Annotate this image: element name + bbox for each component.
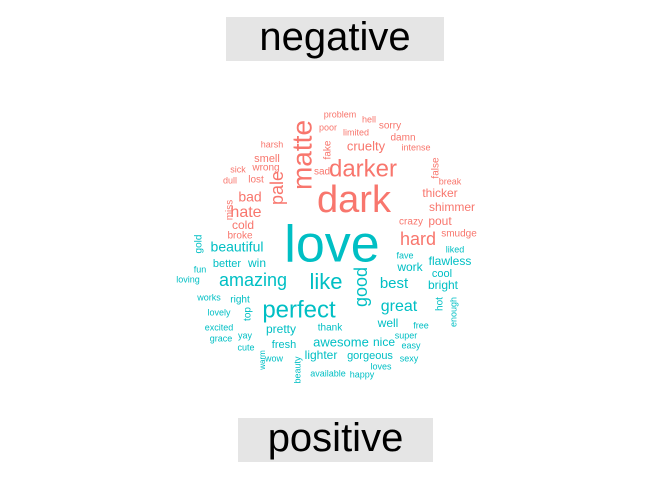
word-negative-smell: smell xyxy=(254,153,280,165)
word-positive-pretty: pretty xyxy=(266,322,296,336)
word-positive-right: right xyxy=(230,295,250,306)
word-negative-hate: hate xyxy=(230,204,261,221)
word-positive-free: free xyxy=(413,320,429,330)
word-positive-perfect: perfect xyxy=(262,296,336,323)
word-positive-flawless: flawless xyxy=(429,254,472,268)
word-positive-hot: hot xyxy=(435,297,446,311)
word-negative-false: false xyxy=(431,157,442,179)
word-negative-thicker: thicker xyxy=(422,186,457,200)
word-negative-lost: lost xyxy=(248,175,264,186)
word-negative-harsh: harsh xyxy=(261,139,284,149)
word-positive-like: like xyxy=(309,269,342,294)
word-negative-pale: pale xyxy=(267,171,287,205)
word-positive-fun: fun xyxy=(194,264,207,274)
word-positive-great: great xyxy=(381,298,418,315)
word-positive-super: super xyxy=(395,330,418,340)
word-negative-dark: dark xyxy=(317,179,392,221)
word-positive-wow: wow xyxy=(264,353,284,363)
negative-label: negative xyxy=(226,17,444,61)
word-negative-pout: pout xyxy=(428,214,452,228)
word-positive-cool: cool xyxy=(432,268,452,280)
word-positive-fresh: fresh xyxy=(272,339,296,351)
word-positive-bright: bright xyxy=(428,278,459,292)
word-positive-excited: excited xyxy=(205,322,234,332)
word-positive-loves: loves xyxy=(370,361,392,371)
word-positive-work: work xyxy=(396,260,423,274)
word-positive-best: best xyxy=(380,275,409,292)
word-positive-liked: liked xyxy=(446,244,465,254)
positive-label: positive xyxy=(238,418,433,462)
word-negative-sick: sick xyxy=(230,164,246,174)
word-negative-sorry: sorry xyxy=(379,121,401,132)
word-positive-top: top xyxy=(243,307,254,321)
word-positive-easy: easy xyxy=(401,340,421,350)
word-positive-lovely: lovely xyxy=(207,307,231,317)
word-negative-fake: fake xyxy=(323,140,334,159)
word-negative-cold: cold xyxy=(232,218,254,232)
word-positive-happy: happy xyxy=(350,369,375,379)
word-negative-darker: darker xyxy=(329,155,397,182)
negative-label-text: negative xyxy=(259,15,411,59)
word-negative-sad: sad xyxy=(314,167,330,178)
word-negative-miss: miss xyxy=(225,200,236,221)
positive-label-text: positive xyxy=(267,416,404,460)
word-negative-intense: intense xyxy=(401,142,430,152)
word-positive-lighter: lighter xyxy=(305,348,338,362)
word-negative-smudge: smudge xyxy=(441,229,477,240)
word-negative-limited: limited xyxy=(343,127,369,137)
word-negative-crazy: crazy xyxy=(399,217,423,228)
word-negative-shimmer: shimmer xyxy=(429,200,475,214)
word-positive-fave: fave xyxy=(396,250,413,260)
word-positive-awesome: awesome xyxy=(313,334,369,349)
word-positive-good: good xyxy=(351,267,371,307)
word-positive-love: love xyxy=(284,216,379,274)
word-negative-broke: broke xyxy=(227,231,252,242)
word-positive-enough: enough xyxy=(448,297,458,327)
word-positive-available: available xyxy=(310,368,346,378)
word-positive-works: works xyxy=(196,292,221,302)
word-positive-beauty: beauty xyxy=(292,356,302,384)
word-positive-win: win xyxy=(247,256,266,270)
word-negative-matte: matte xyxy=(286,120,317,190)
word-negative-break: break xyxy=(439,176,462,186)
word-negative-poor: poor xyxy=(319,122,337,132)
word-positive-yay: yay xyxy=(238,330,253,340)
word-negative-dull: dull xyxy=(223,175,237,185)
word-positive-well: well xyxy=(377,316,399,330)
word-positive-amazing: amazing xyxy=(219,270,287,290)
word-positive-loving: loving xyxy=(176,274,200,284)
word-positive-thank: thank xyxy=(318,323,343,334)
word-negative-cruelty: cruelty xyxy=(347,138,386,153)
word-positive-warm: warm xyxy=(258,350,267,371)
word-positive-nice: nice xyxy=(373,335,395,349)
word-negative-hard: hard xyxy=(400,229,436,249)
word-negative-wrong: wrong xyxy=(251,163,279,174)
word-positive-gold: gold xyxy=(194,235,205,254)
word-positive-gorgeous: gorgeous xyxy=(347,350,393,362)
word-positive-better: better xyxy=(213,258,241,270)
word-negative-bad: bad xyxy=(238,189,261,205)
word-positive-cute: cute xyxy=(237,342,254,352)
word-positive-sexy: sexy xyxy=(400,353,419,363)
word-negative-damn: damn xyxy=(390,133,415,144)
word-negative-hell: hell xyxy=(362,114,376,124)
word-positive-grace: grace xyxy=(210,333,233,343)
word-negative-problem: problem xyxy=(324,109,357,119)
word-positive-beautiful: beautiful xyxy=(211,239,264,255)
